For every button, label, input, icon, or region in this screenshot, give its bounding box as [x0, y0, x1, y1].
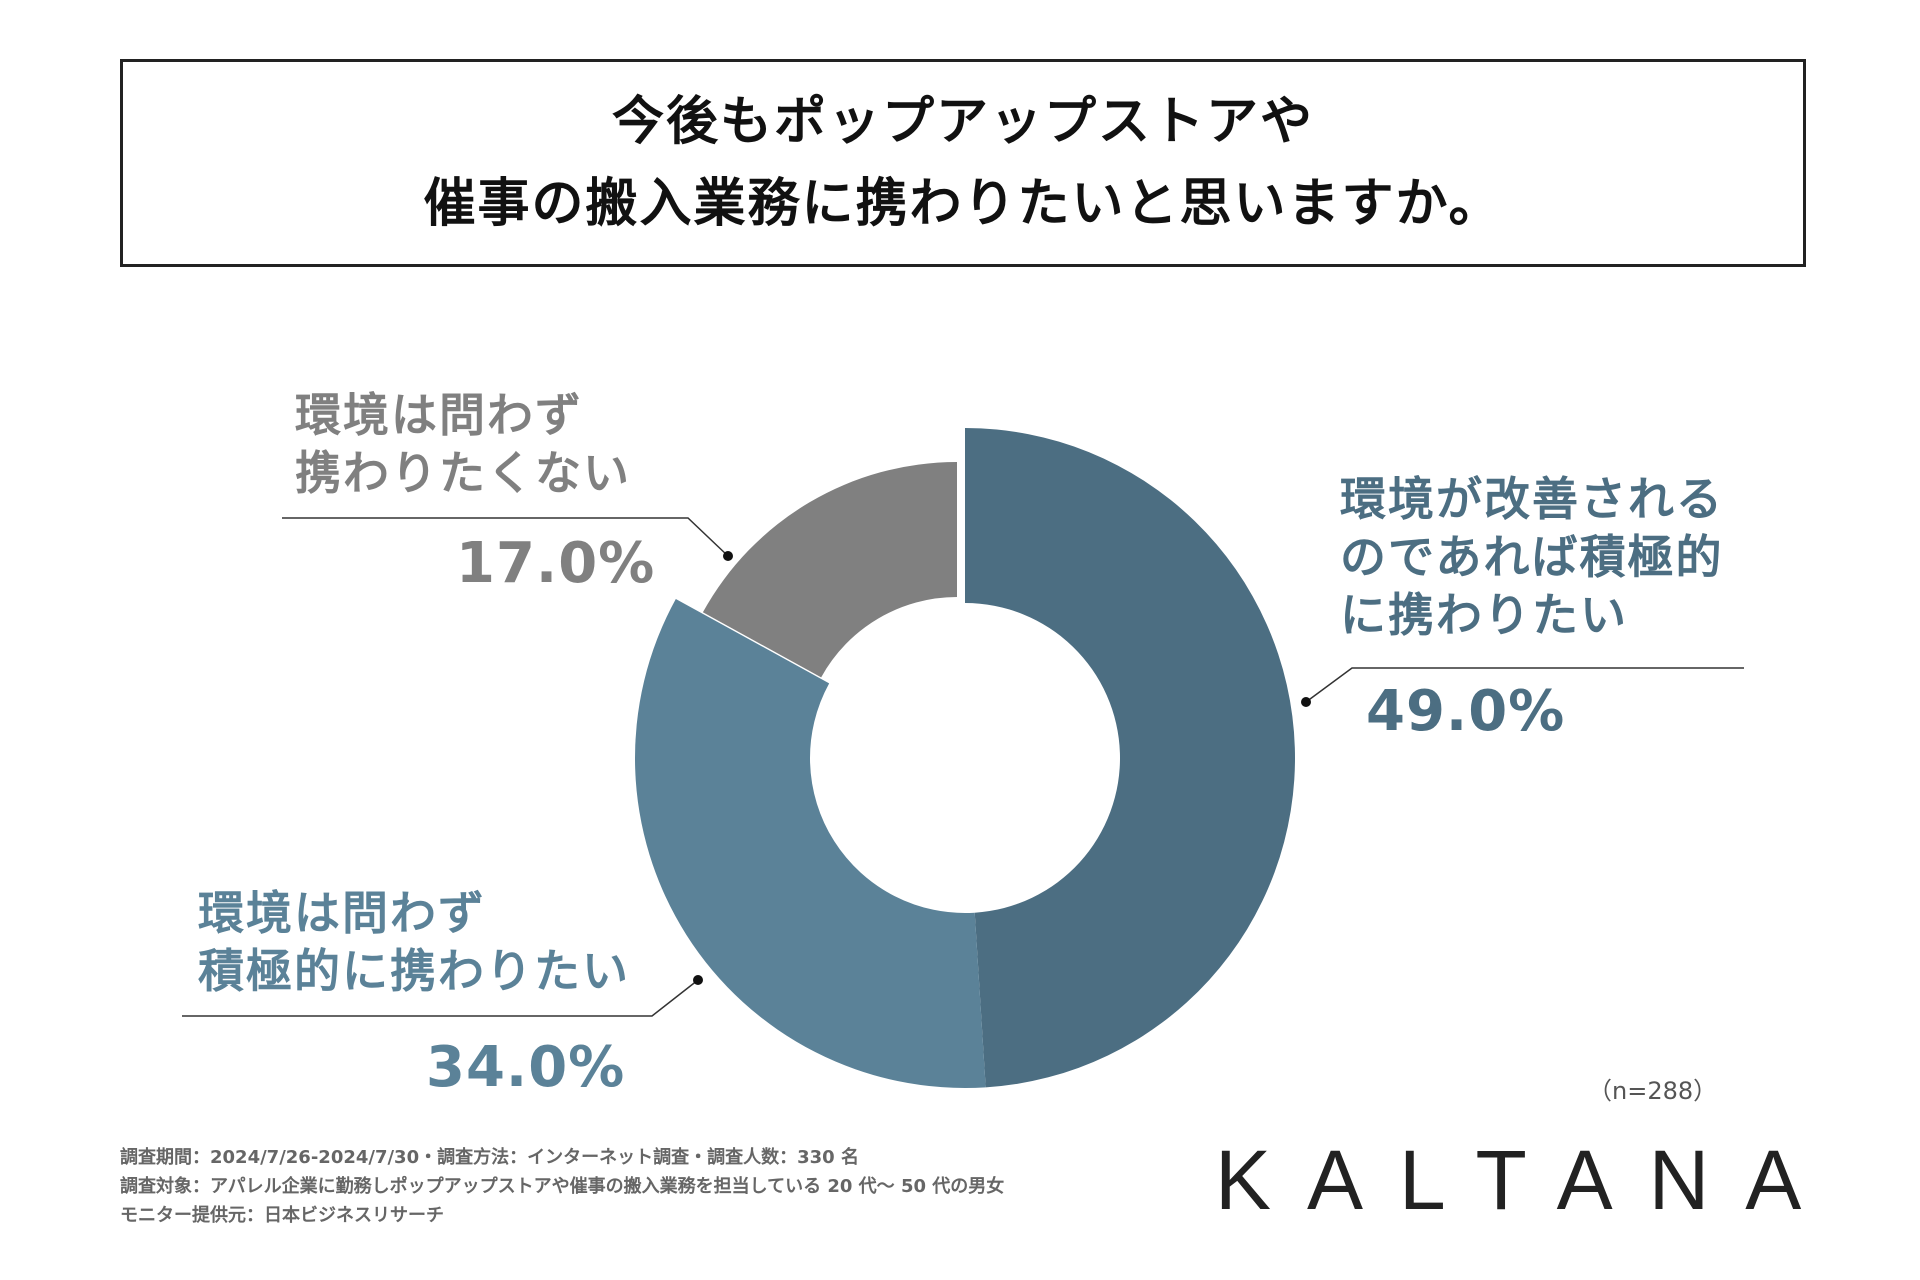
slice-positive [634, 599, 986, 1089]
leader-negative-line [282, 517, 729, 557]
slice-label-negative-line2: 携わりたくない [295, 446, 631, 500]
leader-improve-dot [1301, 697, 1311, 707]
chart-title-box: 今後もポップアップストアや 催事の搬入業務に携わりたいと思いますか。 [120, 59, 1806, 267]
slice-label-improve-line3: に携わりたい [1340, 588, 1628, 642]
slice-label-improve: 環境が改善される のであれば積極的 に携わりたい [1340, 470, 1724, 644]
leader-negative-dot [723, 551, 733, 561]
slice-label-negative: 環境は問わず 携わりたくない [295, 386, 631, 502]
slice-label-positive-line2: 積極的に携わりたい [198, 944, 630, 998]
slice-negative [702, 462, 957, 678]
slice-label-negative-line1: 環境は問わず [295, 388, 583, 442]
slice-label-improve-line1: 環境が改善される [1340, 472, 1724, 526]
slice-value-positive: 34.0% [426, 1035, 626, 1100]
slice-label-improve-line2: のであれば積極的 [1340, 530, 1724, 584]
slice-label-positive-line1: 環境は問わず [198, 886, 486, 940]
leader-positive-line [182, 979, 699, 1017]
slice-improve [965, 428, 1296, 1088]
chart-title-line-2: 催事の搬入業務に携わりたいと思いますか。 [423, 174, 1503, 234]
leader-positive-dot [693, 975, 703, 985]
chart-title-line-1: 今後もポップアップストアや [611, 92, 1314, 152]
sample-size-note: （n=288） [1588, 1077, 1718, 1105]
slice-value-negative: 17.0% [456, 531, 656, 596]
leader-improve-line [1305, 667, 1744, 703]
footnote-target: 調査対象：アパレル企業に勤務しポップアップストアや催事の搬入業務を担当している … [120, 1176, 1005, 1197]
slice-value-improve: 49.0% [1366, 679, 1566, 744]
survey-footnote: 調査期間：2024/7/26-2024/7/30・調査方法：インターネット調査・… [120, 1143, 1004, 1230]
footnote-provider: モニター提供元：日本ビジネスリサーチ [120, 1205, 444, 1226]
slice-label-positive: 環境は問わず 積極的に携わりたい [198, 884, 630, 1000]
footnote-period: 調査期間：2024/7/26-2024/7/30・調査方法：インターネット調査・… [120, 1147, 859, 1168]
brand-logo: KALTANA [1215, 1133, 1838, 1227]
